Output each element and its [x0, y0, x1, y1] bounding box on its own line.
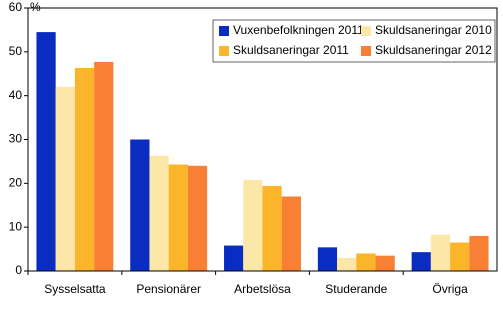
bar	[243, 179, 263, 271]
legend-swatch	[219, 46, 229, 56]
bar	[130, 139, 150, 271]
y-tick-label: 60	[9, 0, 23, 14]
bar	[356, 253, 376, 271]
bar	[281, 196, 301, 271]
y-tick-label: 20	[9, 176, 23, 190]
y-tick-label: 10	[9, 219, 23, 233]
legend-box	[212, 19, 496, 63]
legend-label: Vuxenbefolkningen 2011	[233, 23, 364, 37]
legend-label: Skuldsaneringar 2012	[375, 43, 492, 57]
y-axis-label: %	[30, 0, 41, 14]
x-tick-label: Studerande	[325, 282, 387, 296]
bar	[149, 155, 169, 271]
legend-swatch	[361, 26, 371, 36]
bar	[168, 164, 188, 271]
bar	[469, 235, 489, 271]
bar	[317, 247, 338, 271]
legend-swatch	[361, 46, 371, 56]
legend-swatch	[219, 26, 229, 36]
bar	[450, 242, 470, 271]
bar	[430, 234, 451, 271]
bar	[55, 86, 75, 272]
bar	[94, 61, 114, 271]
legend-label: Skuldsaneringar 2010	[375, 23, 492, 37]
bar	[187, 165, 208, 271]
y-tick-label: 50	[9, 44, 23, 58]
bar	[74, 68, 95, 271]
y-tick-label: 30	[9, 132, 23, 146]
bar	[337, 257, 357, 271]
plot-frame	[27, 7, 498, 272]
bar	[411, 252, 431, 271]
x-tick-label: Övriga	[432, 282, 468, 296]
bar	[36, 32, 56, 271]
bar	[375, 255, 395, 271]
y-tick-label: 0	[15, 263, 22, 277]
y-tick-label: 40	[9, 88, 23, 102]
x-tick-label: Sysselsatta	[44, 282, 106, 296]
bar	[224, 245, 244, 271]
x-tick-label: Arbetslösa	[234, 282, 291, 296]
bar	[262, 185, 282, 271]
x-tick-label: Pensionärer	[136, 282, 201, 296]
legend-label: Skuldsaneringar 2011	[233, 43, 349, 57]
